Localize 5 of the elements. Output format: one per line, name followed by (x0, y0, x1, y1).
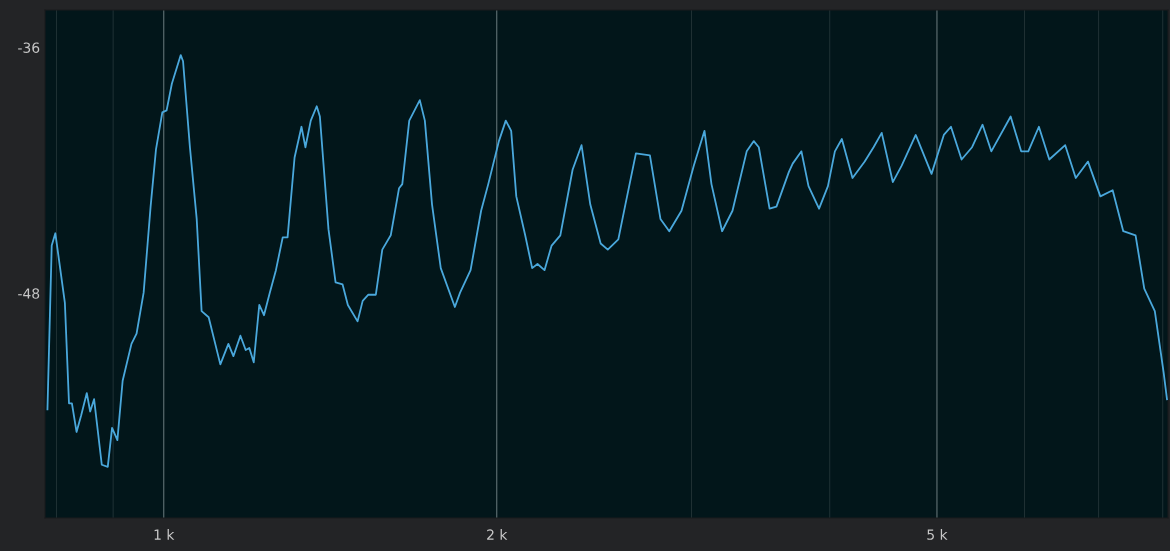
y-tick-label: -48 (18, 288, 40, 299)
x-tick-label: 1 k (154, 529, 175, 540)
x-tick-label: 2 k (487, 529, 508, 540)
y-tick-label: -36 (18, 42, 40, 53)
x-tick-label: 5 k (927, 529, 948, 540)
